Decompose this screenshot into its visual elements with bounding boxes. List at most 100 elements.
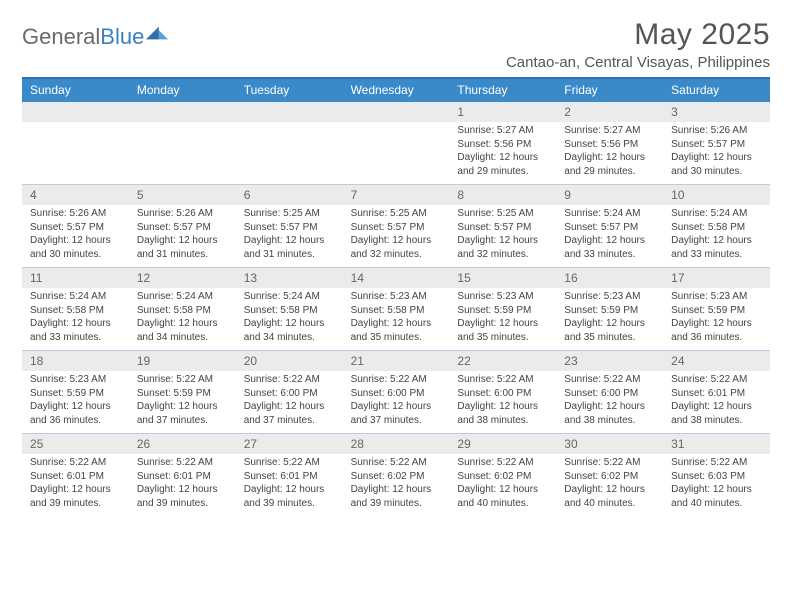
- daycontent-row: Sunrise: 5:23 AMSunset: 5:59 PMDaylight:…: [22, 371, 770, 433]
- day-number: 20: [236, 351, 343, 371]
- day-line: and 35 minutes.: [351, 331, 444, 345]
- day-line: Sunrise: 5:23 AM: [671, 290, 764, 304]
- day-number: 27: [236, 434, 343, 454]
- day-number: 18: [22, 351, 129, 371]
- day-line: Sunrise: 5:23 AM: [564, 290, 657, 304]
- daynum-row: 123: [22, 102, 770, 122]
- day-line: and 34 minutes.: [137, 331, 230, 345]
- daynum-row: 11121314151617: [22, 268, 770, 288]
- day-line: Daylight: 12 hours: [137, 234, 230, 248]
- daycontent-row: Sunrise: 5:24 AMSunset: 5:58 PMDaylight:…: [22, 288, 770, 350]
- day-content: Sunrise: 5:27 AMSunset: 5:56 PMDaylight:…: [556, 122, 663, 184]
- day-line: Sunrise: 5:26 AM: [671, 124, 764, 138]
- day-content: Sunrise: 5:22 AMSunset: 6:00 PMDaylight:…: [449, 371, 556, 433]
- day-line: Sunset: 5:59 PM: [671, 304, 764, 318]
- daynum-row: 45678910: [22, 185, 770, 205]
- week-row: 18192021222324Sunrise: 5:23 AMSunset: 5:…: [22, 350, 770, 433]
- day-line: Daylight: 12 hours: [351, 400, 444, 414]
- daycontent-row: Sunrise: 5:27 AMSunset: 5:56 PMDaylight:…: [22, 122, 770, 184]
- day-line: Sunset: 6:01 PM: [30, 470, 123, 484]
- day-line: Daylight: 12 hours: [351, 317, 444, 331]
- day-line: Sunset: 5:57 PM: [564, 221, 657, 235]
- day-line: Sunset: 6:01 PM: [244, 470, 337, 484]
- weekday-label: Sunday: [22, 79, 129, 102]
- day-content: Sunrise: 5:22 AMSunset: 6:00 PMDaylight:…: [236, 371, 343, 433]
- day-line: Sunrise: 5:22 AM: [671, 373, 764, 387]
- day-line: and 38 minutes.: [564, 414, 657, 428]
- day-line: Daylight: 12 hours: [564, 483, 657, 497]
- day-number: 3: [663, 102, 770, 122]
- day-content: Sunrise: 5:24 AMSunset: 5:58 PMDaylight:…: [22, 288, 129, 350]
- day-line: Daylight: 12 hours: [137, 400, 230, 414]
- day-line: Sunrise: 5:22 AM: [564, 456, 657, 470]
- day-line: Sunset: 5:59 PM: [457, 304, 550, 318]
- week-row: 11121314151617Sunrise: 5:24 AMSunset: 5:…: [22, 267, 770, 350]
- header: GeneralBlue May 2025 Cantao-an, Central …: [22, 18, 770, 71]
- day-line: and 30 minutes.: [30, 248, 123, 262]
- day-content: Sunrise: 5:22 AMSunset: 6:01 PMDaylight:…: [236, 454, 343, 516]
- day-line: Sunrise: 5:22 AM: [351, 373, 444, 387]
- day-line: Sunset: 5:56 PM: [564, 138, 657, 152]
- day-line: Sunset: 5:57 PM: [137, 221, 230, 235]
- day-line: Sunset: 5:57 PM: [244, 221, 337, 235]
- day-line: Daylight: 12 hours: [244, 317, 337, 331]
- day-line: and 29 minutes.: [564, 165, 657, 179]
- day-line: Daylight: 12 hours: [564, 151, 657, 165]
- day-content: Sunrise: 5:22 AMSunset: 6:00 PMDaylight:…: [556, 371, 663, 433]
- day-number: 7: [343, 185, 450, 205]
- day-line: Sunrise: 5:24 AM: [30, 290, 123, 304]
- day-line: Sunset: 5:58 PM: [351, 304, 444, 318]
- weeks-container: 123Sunrise: 5:27 AMSunset: 5:56 PMDaylig…: [22, 102, 770, 516]
- day-line: Sunset: 5:59 PM: [30, 387, 123, 401]
- day-content: [129, 122, 236, 184]
- day-number: 15: [449, 268, 556, 288]
- day-line: Daylight: 12 hours: [351, 234, 444, 248]
- day-line: Sunset: 6:00 PM: [244, 387, 337, 401]
- logo: GeneralBlue: [22, 18, 168, 50]
- day-line: and 40 minutes.: [564, 497, 657, 511]
- day-line: Daylight: 12 hours: [457, 151, 550, 165]
- day-line: and 32 minutes.: [457, 248, 550, 262]
- day-line: and 39 minutes.: [244, 497, 337, 511]
- weekday-label: Friday: [556, 79, 663, 102]
- logo-text-blue: Blue: [100, 24, 144, 50]
- day-line: Sunset: 6:00 PM: [457, 387, 550, 401]
- day-line: Daylight: 12 hours: [671, 400, 764, 414]
- day-line: and 37 minutes.: [137, 414, 230, 428]
- day-line: and 37 minutes.: [351, 414, 444, 428]
- day-line: Daylight: 12 hours: [564, 317, 657, 331]
- day-content: Sunrise: 5:22 AMSunset: 6:02 PMDaylight:…: [449, 454, 556, 516]
- weekday-label: Thursday: [449, 79, 556, 102]
- day-content: Sunrise: 5:22 AMSunset: 6:01 PMDaylight:…: [22, 454, 129, 516]
- day-line: and 34 minutes.: [244, 331, 337, 345]
- weekday-label: Tuesday: [236, 79, 343, 102]
- day-line: Sunrise: 5:22 AM: [457, 456, 550, 470]
- day-number: 6: [236, 185, 343, 205]
- day-line: Sunset: 5:57 PM: [671, 138, 764, 152]
- day-line: Daylight: 12 hours: [671, 151, 764, 165]
- day-line: Sunrise: 5:24 AM: [244, 290, 337, 304]
- day-line: Sunrise: 5:22 AM: [244, 373, 337, 387]
- weekday-label: Saturday: [663, 79, 770, 102]
- day-line: and 38 minutes.: [457, 414, 550, 428]
- day-line: and 33 minutes.: [671, 248, 764, 262]
- day-content: Sunrise: 5:22 AMSunset: 6:02 PMDaylight:…: [343, 454, 450, 516]
- day-line: Sunset: 5:57 PM: [351, 221, 444, 235]
- day-line: Sunrise: 5:23 AM: [351, 290, 444, 304]
- day-line: Sunrise: 5:22 AM: [564, 373, 657, 387]
- day-number: 8: [449, 185, 556, 205]
- day-number: 11: [22, 268, 129, 288]
- header-right: May 2025 Cantao-an, Central Visayas, Phi…: [506, 18, 770, 71]
- day-line: Sunset: 6:01 PM: [137, 470, 230, 484]
- day-number: [343, 102, 450, 122]
- day-line: Daylight: 12 hours: [564, 400, 657, 414]
- day-line: Daylight: 12 hours: [244, 400, 337, 414]
- daynum-row: 25262728293031: [22, 434, 770, 454]
- month-title: May 2025: [506, 18, 770, 52]
- day-number: 2: [556, 102, 663, 122]
- day-number: [129, 102, 236, 122]
- day-line: Daylight: 12 hours: [30, 400, 123, 414]
- day-line: and 36 minutes.: [671, 331, 764, 345]
- day-number: 19: [129, 351, 236, 371]
- day-line: Sunrise: 5:26 AM: [137, 207, 230, 221]
